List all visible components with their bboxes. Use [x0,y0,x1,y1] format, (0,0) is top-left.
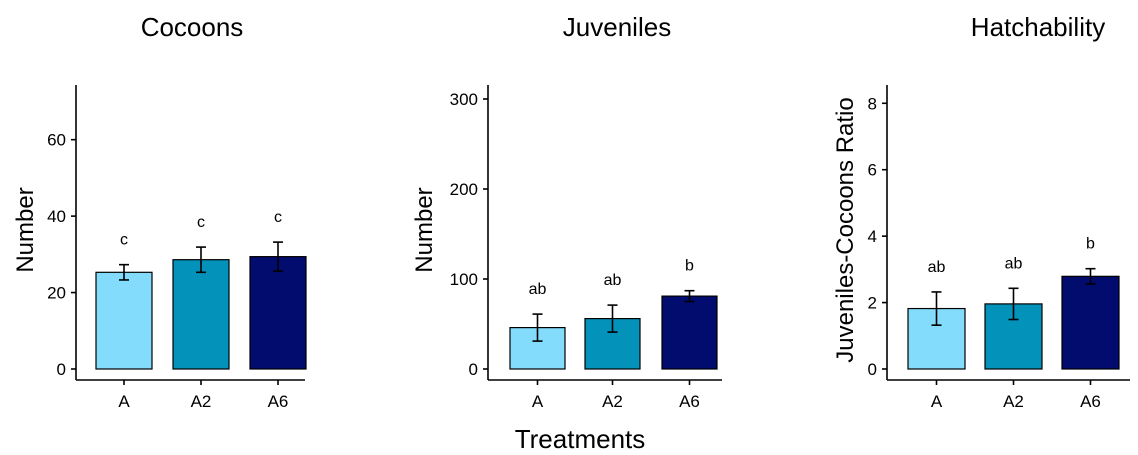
y-tick-label: 4 [868,227,877,246]
significance-letter: ab [529,281,547,298]
y-tick-label: 40 [47,207,66,226]
x-tick-label: A6 [1080,392,1101,411]
y-axis-title: Juveniles-Cocoons Ratio [832,97,859,362]
y-tick-label: 0 [469,360,478,379]
x-tick-label: A2 [602,392,623,411]
significance-letter: c [274,209,282,226]
y-tick-label: 60 [47,131,66,150]
y-tick-label: 300 [450,90,478,109]
panel-title: Hatchability [971,12,1105,42]
y-tick-label: 20 [47,284,66,303]
panel-title: Juveniles [563,12,671,42]
significance-letter: ab [1005,255,1023,272]
y-tick-label: 200 [450,180,478,199]
y-tick-label: 100 [450,270,478,289]
x-tick-label: A [931,392,943,411]
y-tick-label: 6 [868,161,877,180]
y-tick-label: 0 [57,360,66,379]
bar [1061,275,1120,370]
significance-letter: ab [604,272,622,289]
x-tick-label: A6 [268,392,289,411]
bar [661,295,718,370]
bar [172,259,230,370]
significance-letter: ab [928,259,946,276]
bar [249,256,307,370]
significance-letter: b [685,258,694,275]
x-tick-label: A [532,392,544,411]
x-tick-label: A6 [679,392,700,411]
significance-letter: b [1086,236,1095,253]
y-tick-label: 2 [868,294,877,313]
x-tick-label: A2 [1003,392,1024,411]
y-axis-title: Number [411,187,438,272]
x-axis-title: Treatments [515,424,646,454]
y-tick-label: 0 [868,360,877,379]
y-tick-label: 8 [868,94,877,113]
panel-title: Cocoons [141,12,244,42]
significance-letter: c [120,232,128,249]
x-tick-label: A2 [191,392,212,411]
y-axis-title: Number [12,187,39,272]
x-tick-label: A [118,392,130,411]
bar [95,271,153,370]
significance-letter: c [197,214,205,231]
